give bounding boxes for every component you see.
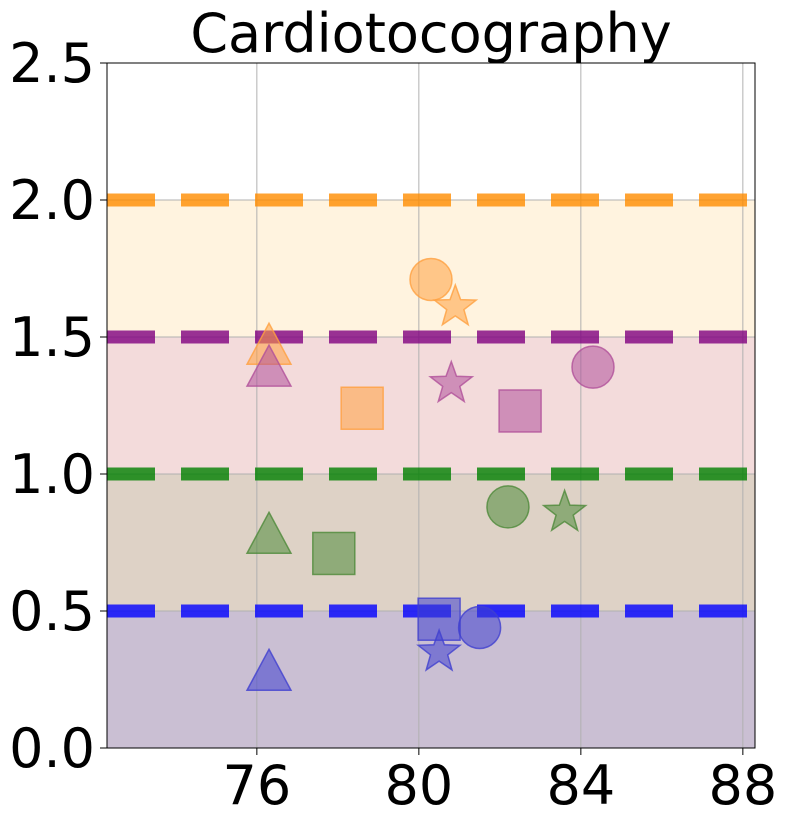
- point-3-1-star: [416, 627, 463, 672]
- band-1: [107, 474, 755, 611]
- point-1-3-square: [498, 389, 542, 433]
- x-tick-label-3: 88: [708, 754, 777, 817]
- threshold-lines: [107, 193, 755, 618]
- point-2-1-star: [541, 488, 588, 532]
- x-tick-label-0: 76: [222, 754, 291, 817]
- point-0-3-square: [340, 386, 384, 430]
- y-tick-label-4: 2.0: [9, 169, 95, 232]
- point-1-2-triangle: [245, 343, 293, 387]
- point-3-3-square: [417, 597, 461, 641]
- point-2-0-circle: [486, 485, 530, 529]
- data-points: [245, 257, 615, 692]
- point-2-2-triangle: [245, 510, 293, 555]
- plot-frame: [106, 62, 756, 749]
- y-tick-label-5: 2.5: [9, 32, 95, 95]
- point-3-0-circle: [457, 605, 502, 650]
- point-1-0-circle: [571, 345, 615, 389]
- y-tick-label-2: 1.0: [9, 443, 95, 506]
- x-axis-ticks: 76 80 84 88: [222, 748, 777, 817]
- y-tick-label-1: 0.5: [9, 580, 95, 643]
- y-tick-label-3: 1.5: [9, 306, 95, 369]
- chart-title: Cardiotocography: [190, 2, 671, 65]
- point-0-0-circle: [409, 257, 453, 302]
- point-2-3-square: [312, 531, 356, 576]
- band-2: [107, 337, 755, 474]
- point-3-2-triangle: [245, 647, 293, 692]
- y-tick-label-0: 0.0: [9, 717, 95, 780]
- point-1-1-star: [428, 359, 475, 404]
- x-tick-label-1: 80: [384, 754, 453, 817]
- x-tick-label-2: 84: [546, 754, 615, 817]
- point-0-1-star: [432, 282, 479, 327]
- y-axis-ticks: 0.0 0.5 1.0 1.5 2.0 2.5: [9, 32, 107, 780]
